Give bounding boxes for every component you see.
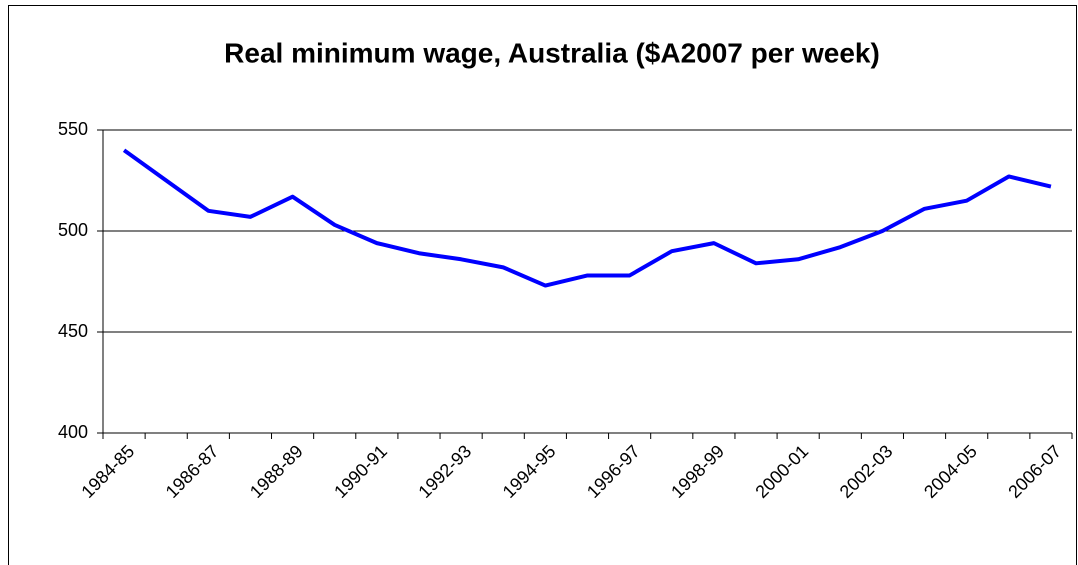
chart-title: Real minimum wage, Australia ($A2007 per…: [224, 37, 880, 68]
data-line: [122, 148, 1052, 288]
y-tick-label: 550: [58, 119, 88, 139]
y-tick-label: 450: [58, 321, 88, 341]
y-tick-label: 400: [58, 422, 88, 442]
y-tick-label: 500: [58, 220, 88, 240]
